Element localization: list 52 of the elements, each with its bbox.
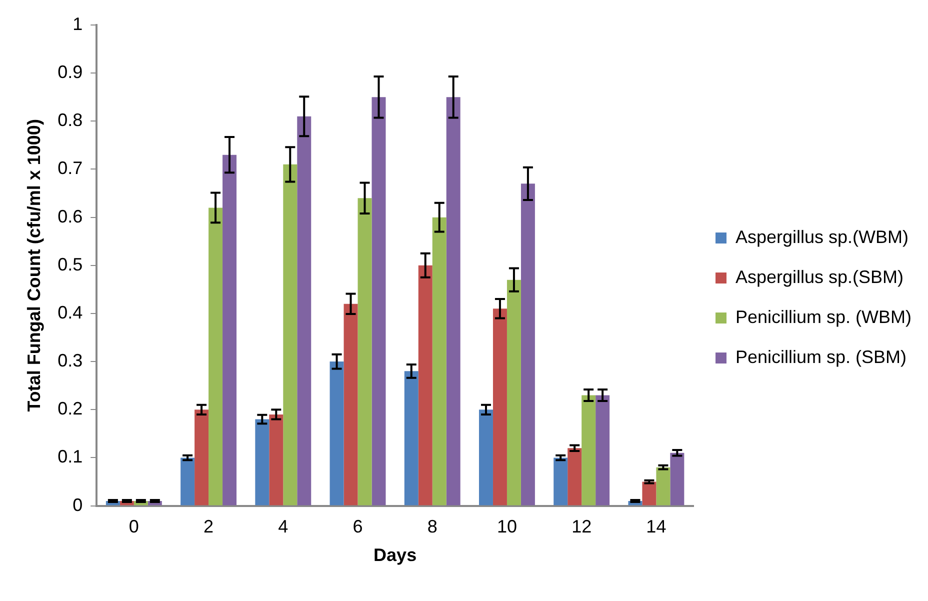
bar bbox=[297, 116, 312, 506]
x-tick-label: 14 bbox=[646, 516, 666, 537]
bar bbox=[656, 467, 670, 506]
legend-label: Aspergillus sp.(WBM) bbox=[736, 226, 909, 247]
y-tick-label: 0 bbox=[72, 494, 83, 515]
y-axis-title: Total Fungal Count (cfu/ml x 1000) bbox=[24, 119, 44, 412]
x-tick-label: 0 bbox=[128, 516, 139, 537]
bar bbox=[478, 410, 493, 506]
legend-label: Aspergillus sp.(SBM) bbox=[736, 266, 904, 287]
y-tick-label: 0.2 bbox=[58, 398, 83, 419]
y-tick-label: 0.8 bbox=[58, 110, 83, 130]
x-tick-label: 12 bbox=[572, 516, 592, 537]
bar bbox=[520, 184, 535, 506]
y-tick-label: 0.7 bbox=[58, 158, 83, 178]
bar bbox=[180, 458, 195, 506]
bar bbox=[269, 414, 284, 506]
bar bbox=[506, 280, 521, 506]
bar bbox=[344, 304, 358, 506]
legend-label: Penicillium sp. (SBM) bbox=[736, 346, 907, 367]
x-tick-label: 4 bbox=[278, 516, 288, 537]
bar bbox=[372, 97, 386, 506]
x-tick-label: 8 bbox=[427, 516, 438, 537]
bar bbox=[642, 482, 656, 506]
bar bbox=[330, 362, 344, 506]
bar bbox=[596, 395, 610, 506]
y-tick-label: 0.5 bbox=[58, 254, 83, 274]
bar bbox=[670, 452, 684, 506]
bar bbox=[358, 198, 372, 506]
y-tick-label: 0.1 bbox=[58, 446, 83, 467]
bar bbox=[432, 217, 446, 506]
bar bbox=[582, 395, 596, 506]
y-tick-label: 0.4 bbox=[58, 302, 83, 322]
x-tick-label: 6 bbox=[352, 516, 363, 537]
bar bbox=[568, 448, 582, 506]
bar bbox=[222, 154, 237, 506]
bar bbox=[418, 265, 432, 506]
bar bbox=[255, 419, 270, 506]
bar bbox=[492, 308, 507, 506]
y-tick-label: 1 bbox=[72, 14, 83, 34]
bar bbox=[404, 371, 418, 506]
x-axis-title: Days bbox=[374, 545, 417, 566]
bar bbox=[208, 208, 223, 506]
x-tick-label: 10 bbox=[496, 516, 517, 537]
x-tick-label: 2 bbox=[204, 516, 214, 537]
legend-label: Penicillium sp. (WBM) bbox=[736, 306, 912, 327]
bar bbox=[446, 97, 460, 506]
y-tick-label: 0.6 bbox=[58, 206, 83, 226]
bar bbox=[554, 458, 568, 506]
bar bbox=[283, 164, 298, 506]
bar bbox=[194, 410, 209, 506]
y-tick-label: 0.3 bbox=[58, 350, 83, 371]
y-tick-label: 0.9 bbox=[58, 62, 83, 82]
